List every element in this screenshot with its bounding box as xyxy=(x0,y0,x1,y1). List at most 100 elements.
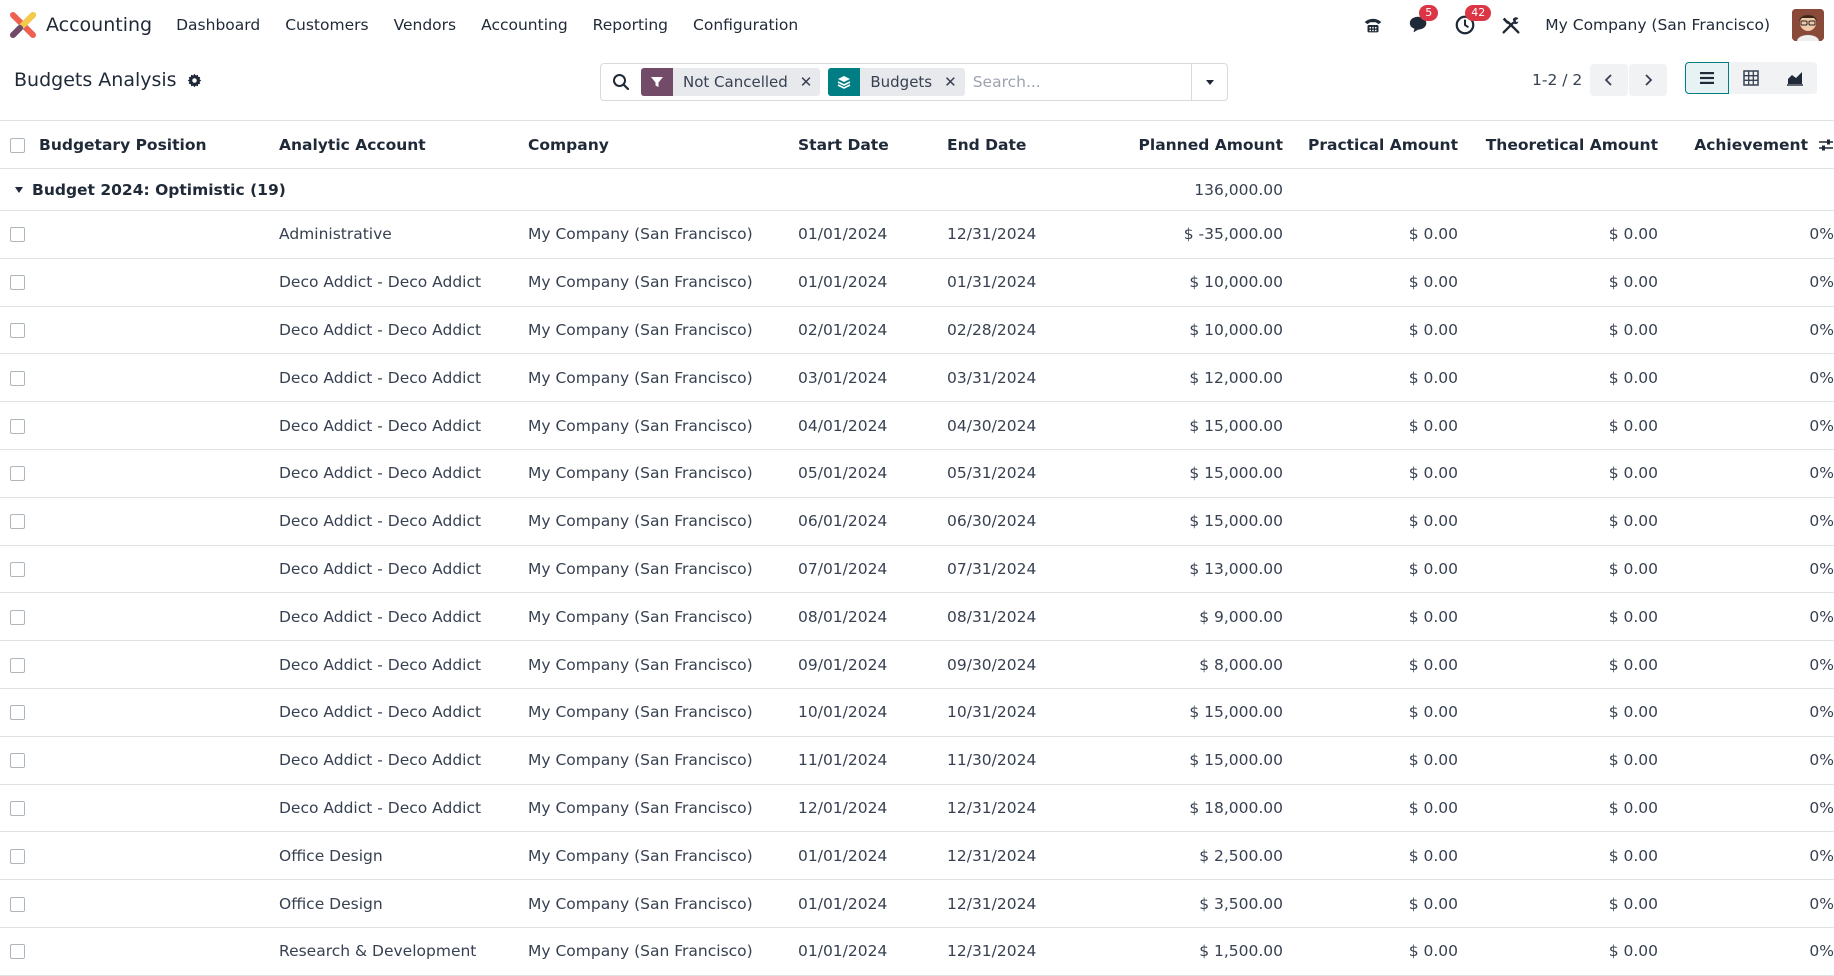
row-select-cell[interactable] xyxy=(0,211,39,259)
cell-company[interactable]: My Company (San Francisco) xyxy=(528,559,753,578)
row-checkbox[interactable] xyxy=(10,848,25,864)
group-row[interactable]: Budget 2024: Optimistic (19) 136,000.00 xyxy=(0,169,1834,211)
cell-achievement[interactable]: 0% xyxy=(1809,703,1834,722)
cell-end-date[interactable]: 11/30/2024 xyxy=(947,751,1037,770)
row-checkbox[interactable] xyxy=(10,514,25,530)
table-row[interactable]: Deco Addict - Deco Addict My Company (San… xyxy=(0,354,1834,402)
cell-start-date[interactable]: 05/01/2024 xyxy=(798,464,888,483)
cell-theoretical-amount[interactable]: $ 0.00 xyxy=(1608,894,1658,913)
row-select-cell[interactable] xyxy=(0,306,39,354)
row-checkbox[interactable] xyxy=(10,370,25,386)
table-row[interactable]: Administrative My Company (San Francisco)… xyxy=(0,211,1834,259)
cell-practical-amount[interactable]: $ 0.00 xyxy=(1408,703,1458,722)
row-select-cell[interactable] xyxy=(0,593,39,641)
cell-start-date[interactable]: 12/01/2024 xyxy=(798,798,888,817)
row-select-cell[interactable] xyxy=(0,497,39,545)
cell-planned-amount[interactable]: $ 3,500.00 xyxy=(1199,894,1283,913)
cell-planned-amount[interactable]: $ 12,000.00 xyxy=(1189,368,1283,387)
cell-planned-amount[interactable]: $ -35,000.00 xyxy=(1183,225,1283,244)
cell-start-date[interactable]: 06/01/2024 xyxy=(798,512,888,531)
cell-practical-amount[interactable]: $ 0.00 xyxy=(1408,464,1458,483)
row-checkbox[interactable] xyxy=(10,896,25,912)
table-row[interactable]: Deco Addict - Deco Addict My Company (San… xyxy=(0,688,1834,737)
cell-practical-amount[interactable]: $ 0.00 xyxy=(1408,416,1458,435)
user-avatar[interactable] xyxy=(1792,9,1824,41)
row-select-cell[interactable] xyxy=(0,545,39,593)
cell-start-date[interactable]: 07/01/2024 xyxy=(798,559,888,578)
cell-achievement[interactable]: 0% xyxy=(1809,798,1834,817)
cell-start-date[interactable]: 01/01/2024 xyxy=(798,942,888,961)
cell-budgetary-position[interactable] xyxy=(39,497,279,545)
table-row[interactable]: Deco Addict - Deco Addict My Company (San… xyxy=(0,258,1834,307)
cell-company[interactable]: My Company (San Francisco) xyxy=(528,846,753,865)
cell-company[interactable]: My Company (San Francisco) xyxy=(528,703,753,722)
menu-dashboard[interactable]: Dashboard xyxy=(176,16,261,34)
phone-icon[interactable] xyxy=(1361,13,1385,37)
cell-budgetary-position[interactable] xyxy=(39,880,279,928)
cell-planned-amount[interactable]: $ 15,000.00 xyxy=(1189,703,1283,722)
cell-start-date[interactable]: 01/01/2024 xyxy=(798,846,888,865)
cell-analytic-account[interactable]: Deco Addict - Deco Addict xyxy=(279,320,482,339)
cell-analytic-account[interactable]: Deco Addict - Deco Addict xyxy=(279,273,482,292)
cell-start-date[interactable]: 08/01/2024 xyxy=(798,607,888,626)
cell-end-date[interactable]: 08/31/2024 xyxy=(947,607,1037,626)
cell-practical-amount[interactable]: $ 0.00 xyxy=(1408,273,1458,292)
chat-icon[interactable]: 5 xyxy=(1407,5,1439,37)
cell-analytic-account[interactable]: Deco Addict - Deco Addict xyxy=(279,655,482,674)
cell-end-date[interactable]: 12/31/2024 xyxy=(947,846,1037,865)
row-checkbox[interactable] xyxy=(10,800,25,816)
cell-company[interactable]: My Company (San Francisco) xyxy=(528,942,753,961)
cell-start-date[interactable]: 01/01/2024 xyxy=(798,273,888,292)
list-view-button[interactable] xyxy=(1685,62,1729,94)
cell-planned-amount[interactable]: $ 9,000.00 xyxy=(1199,607,1283,626)
cell-practical-amount[interactable]: $ 0.00 xyxy=(1408,368,1458,387)
cell-achievement[interactable]: 0% xyxy=(1809,512,1834,531)
cell-analytic-account[interactable]: Deco Addict - Deco Addict xyxy=(279,416,482,435)
menu-vendors[interactable]: Vendors xyxy=(393,16,457,34)
cell-theoretical-amount[interactable]: $ 0.00 xyxy=(1608,607,1658,626)
row-checkbox[interactable] xyxy=(10,466,25,482)
select-all-cell[interactable] xyxy=(0,121,39,169)
cell-practical-amount[interactable]: $ 0.00 xyxy=(1408,655,1458,674)
cell-theoretical-amount[interactable]: $ 0.00 xyxy=(1608,464,1658,483)
row-checkbox[interactable] xyxy=(10,705,25,721)
pager-next-button[interactable] xyxy=(1629,64,1667,96)
cell-planned-amount[interactable]: $ 2,500.00 xyxy=(1199,846,1283,865)
cell-theoretical-amount[interactable]: $ 0.00 xyxy=(1608,655,1658,674)
column-budgetary-position[interactable]: Budgetary Position xyxy=(39,135,207,154)
cell-budgetary-position[interactable] xyxy=(39,449,279,497)
facet-remove-icon[interactable]: ✕ xyxy=(799,73,813,91)
table-row[interactable]: Office Design My Company (San Francisco) 0… xyxy=(0,832,1834,880)
cell-budgetary-position[interactable] xyxy=(39,593,279,641)
cell-start-date[interactable]: 10/01/2024 xyxy=(798,703,888,722)
cell-planned-amount[interactable]: $ 15,000.00 xyxy=(1189,512,1283,531)
row-checkbox[interactable] xyxy=(10,275,25,291)
cell-company[interactable]: My Company (San Francisco) xyxy=(528,751,753,770)
cell-achievement[interactable]: 0% xyxy=(1809,416,1834,435)
table-row[interactable]: Deco Addict - Deco Addict My Company (San… xyxy=(0,497,1834,546)
cell-company[interactable]: My Company (San Francisco) xyxy=(528,273,753,292)
cell-achievement[interactable]: 0% xyxy=(1809,751,1834,770)
cell-budgetary-position[interactable] xyxy=(39,784,279,832)
cell-start-date[interactable]: 11/01/2024 xyxy=(798,751,888,770)
row-select-cell[interactable] xyxy=(0,402,39,450)
cell-end-date[interactable]: 12/31/2024 xyxy=(947,225,1037,244)
menu-customers[interactable]: Customers xyxy=(285,16,369,34)
cell-theoretical-amount[interactable]: $ 0.00 xyxy=(1608,273,1658,292)
column-planned-amount[interactable]: Planned Amount xyxy=(1138,135,1283,154)
row-select-cell[interactable] xyxy=(0,258,39,306)
cell-theoretical-amount[interactable]: $ 0.00 xyxy=(1608,798,1658,817)
menu-accounting[interactable]: Accounting xyxy=(481,16,568,34)
cell-company[interactable]: My Company (San Francisco) xyxy=(528,655,753,674)
column-achievement[interactable]: Achievement xyxy=(1694,135,1808,154)
company-switcher[interactable]: My Company (San Francisco) xyxy=(1545,16,1770,34)
cell-theoretical-amount[interactable]: $ 0.00 xyxy=(1608,751,1658,770)
cell-end-date[interactable]: 09/30/2024 xyxy=(947,655,1037,674)
table-row[interactable]: Deco Addict - Deco Addict My Company (San… xyxy=(0,784,1834,832)
search-icon[interactable] xyxy=(601,73,641,91)
cell-practical-amount[interactable]: $ 0.00 xyxy=(1408,751,1458,770)
cell-theoretical-amount[interactable]: $ 0.00 xyxy=(1608,942,1658,961)
cell-planned-amount[interactable]: $ 1,500.00 xyxy=(1199,942,1283,961)
group-header-cell[interactable]: Budget 2024: Optimistic (19) xyxy=(0,169,1096,211)
optional-columns-icon[interactable] xyxy=(1818,137,1834,153)
